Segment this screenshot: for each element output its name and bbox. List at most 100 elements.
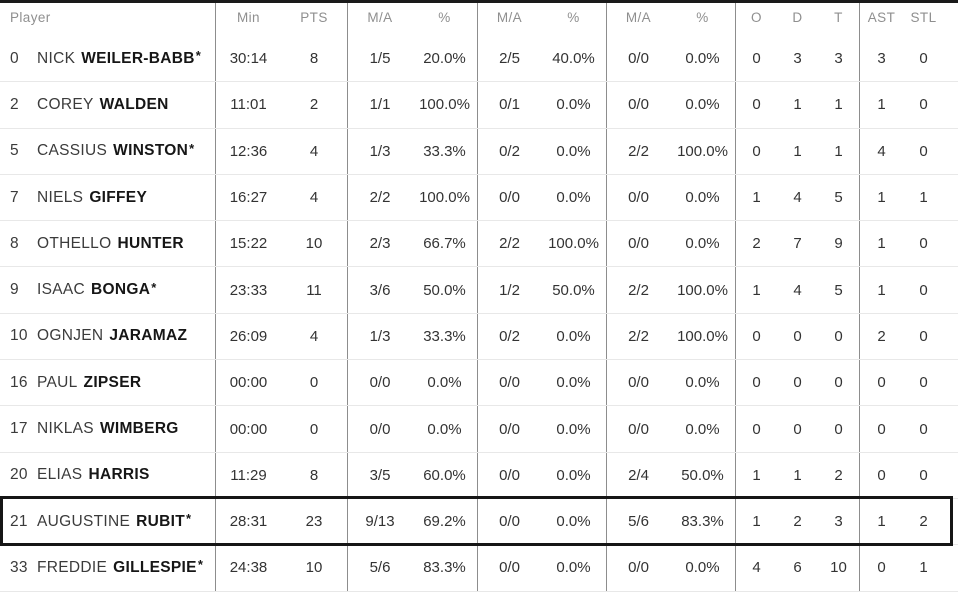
3p-made-att-cell: 2/2 bbox=[477, 221, 541, 267]
fg-made-att-cell: 2/3 bbox=[347, 221, 412, 267]
player-last-name: WEILER-BABB bbox=[81, 49, 195, 67]
table-row[interactable]: 8 OTHELLO HUNTER 15:22 10 2/3 66.7% 2/2 … bbox=[0, 221, 958, 268]
table-row[interactable]: 7 NIELS GIFFEY 16:27 4 2/2 100.0% 0/0 0.… bbox=[0, 174, 958, 222]
player-cell[interactable]: 9 ISAAC BONGA * bbox=[0, 267, 215, 312]
reb-off-cell: 0 bbox=[735, 82, 777, 128]
column-header-stl: STL bbox=[910, 9, 937, 25]
fg-made-att-cell: 0/0 bbox=[347, 406, 412, 452]
player-number: 17 bbox=[10, 420, 28, 438]
ft-made-att-cell: 2/4 bbox=[606, 452, 670, 498]
ft-made-att-cell: 0/0 bbox=[606, 174, 670, 221]
reb-off-cell: 1 bbox=[735, 267, 777, 313]
ft-pct-cell: 0.0% bbox=[685, 420, 720, 438]
player-last-name: WALDEN bbox=[99, 95, 169, 113]
player-cell[interactable]: 5 CASSIUS WINSTON * bbox=[0, 129, 215, 174]
fg-made-att-cell: 5/6 bbox=[347, 545, 412, 591]
reb-def-cell: 6 bbox=[793, 559, 802, 577]
3p-made-att-cell: 0/0 bbox=[477, 406, 541, 452]
assists-cell: 2 bbox=[859, 313, 903, 360]
3p-made-att-cell: 0/0 bbox=[477, 498, 541, 545]
player-first-name: AUGUSTINE bbox=[37, 512, 131, 530]
player-number: 5 bbox=[10, 142, 19, 160]
3p-pct-cell: 0.0% bbox=[556, 327, 591, 345]
points-cell: 10 bbox=[305, 559, 323, 577]
reb-tot-cell: 0 bbox=[834, 327, 843, 345]
reb-def-cell: 7 bbox=[793, 235, 802, 253]
fg-made-att-cell: 0/0 bbox=[347, 360, 412, 406]
reb-off-cell: 1 bbox=[735, 498, 777, 545]
steals-cell: 0 bbox=[919, 281, 928, 299]
reb-tot-cell: 10 bbox=[830, 559, 847, 577]
assists-cell: 1 bbox=[859, 82, 903, 128]
ft-made-att-cell: 0/0 bbox=[606, 82, 670, 128]
ft-pct-cell: 100.0% bbox=[677, 142, 728, 160]
reb-tot-cell: 5 bbox=[834, 281, 843, 299]
points-cell: 8 bbox=[309, 466, 319, 484]
column-header-ft-ma: M/A bbox=[606, 3, 670, 36]
fg-made-att-cell: 3/6 bbox=[347, 267, 412, 313]
ft-made-att-cell: 0/0 bbox=[606, 221, 670, 267]
reb-off-cell: 0 bbox=[735, 406, 777, 452]
reb-def-cell: 0 bbox=[793, 374, 802, 392]
player-first-name: ISAAC bbox=[37, 281, 86, 299]
table-row[interactable]: 2 COREY WALDEN 11:01 2 1/1 100.0% 0/1 0.… bbox=[0, 82, 958, 129]
3p-pct-cell: 0.0% bbox=[556, 96, 591, 114]
minutes-cell: 28:31 bbox=[215, 498, 281, 545]
table-row[interactable]: 9 ISAAC BONGA * 23:33 11 3/6 50.0% 1/2 5… bbox=[0, 267, 958, 314]
player-cell[interactable]: 33 FREDDIE GILLESPIE * bbox=[0, 545, 215, 590]
reb-off-cell: 4 bbox=[735, 545, 777, 591]
reb-def-cell: 0 bbox=[793, 420, 802, 438]
player-last-name: GILLESPIE bbox=[113, 558, 197, 576]
starter-asterisk: * bbox=[195, 48, 201, 64]
reb-tot-cell: 3 bbox=[834, 513, 843, 531]
ft-pct-cell: 0.0% bbox=[685, 96, 720, 114]
player-first-name: NIELS bbox=[37, 188, 84, 206]
table-row[interactable]: 20 ELIAS HARRIS 11:29 8 3/5 60.0% 0/0 0.… bbox=[0, 452, 958, 499]
player-cell[interactable]: 21 AUGUSTINE RUBIT * bbox=[0, 499, 215, 544]
player-cell[interactable]: 10 OGNJEN JARAMAZ bbox=[0, 314, 215, 359]
player-cell[interactable]: 7 NIELS GIFFEY bbox=[0, 175, 215, 220]
player-last-name: HUNTER bbox=[117, 234, 184, 252]
table-row[interactable]: 5 CASSIUS WINSTON * 12:36 4 1/3 33.3% 0/… bbox=[0, 128, 958, 175]
player-number: 8 bbox=[10, 234, 19, 252]
player-last-name: HARRIS bbox=[88, 466, 150, 484]
steals-cell: 0 bbox=[919, 420, 928, 438]
player-number: 16 bbox=[10, 373, 28, 391]
player-last-name: GIFFEY bbox=[89, 188, 148, 206]
ft-pct-cell: 0.0% bbox=[685, 559, 720, 577]
ft-pct-cell: 0.0% bbox=[685, 374, 720, 392]
minutes-cell: 15:22 bbox=[215, 221, 281, 267]
table-row[interactable]: 16 PAUL ZIPSER 00:00 0 0/0 0.0% 0/0 0.0%… bbox=[0, 360, 958, 407]
table-row[interactable]: 10 OGNJEN JARAMAZ 26:09 4 1/3 33.3% 0/2 … bbox=[0, 313, 958, 361]
player-cell[interactable]: 0 NICK WEILER-BABB * bbox=[0, 36, 215, 81]
column-header-3p-pct: % bbox=[567, 9, 580, 25]
reb-def-cell: 0 bbox=[793, 327, 802, 345]
ft-made-att-cell: 0/0 bbox=[606, 545, 670, 591]
table-row[interactable]: 17 NIKLAS WIMBERG 00:00 0 0/0 0.0% 0/0 0… bbox=[0, 406, 958, 453]
3p-made-att-cell: 0/1 bbox=[477, 82, 541, 128]
player-cell[interactable]: 20 ELIAS HARRIS bbox=[0, 453, 215, 498]
player-number: 2 bbox=[10, 95, 19, 113]
player-last-name: RUBIT bbox=[136, 512, 185, 530]
fg-pct-cell: 100.0% bbox=[419, 96, 470, 114]
3p-pct-cell: 0.0% bbox=[556, 189, 591, 207]
assists-cell: 1 bbox=[859, 498, 903, 545]
table-row[interactable]: 33 FREDDIE GILLESPIE * 24:38 10 5/6 83.3… bbox=[0, 545, 958, 592]
player-number: 21 bbox=[10, 512, 28, 530]
player-cell[interactable]: 17 NIKLAS WIMBERG bbox=[0, 406, 215, 451]
table-row[interactable]: 21 AUGUSTINE RUBIT * 28:31 23 9/13 69.2%… bbox=[0, 495, 958, 547]
table-row[interactable]: 0 NICK WEILER-BABB * 30:14 8 1/5 20.0% 2… bbox=[0, 36, 958, 83]
player-cell[interactable]: 2 COREY WALDEN bbox=[0, 82, 215, 127]
column-header-reb-o: O bbox=[735, 3, 777, 36]
points-cell: 23 bbox=[305, 513, 323, 531]
assists-cell: 1 bbox=[859, 174, 903, 221]
player-number: 9 bbox=[10, 281, 19, 299]
minutes-cell: 00:00 bbox=[215, 360, 281, 406]
reb-def-cell: 2 bbox=[793, 513, 802, 531]
player-cell[interactable]: 16 PAUL ZIPSER bbox=[0, 360, 215, 405]
starter-asterisk: * bbox=[189, 140, 195, 156]
player-number: 10 bbox=[10, 327, 28, 345]
ft-made-att-cell: 2/2 bbox=[606, 128, 670, 174]
player-cell[interactable]: 8 OTHELLO HUNTER bbox=[0, 221, 215, 266]
